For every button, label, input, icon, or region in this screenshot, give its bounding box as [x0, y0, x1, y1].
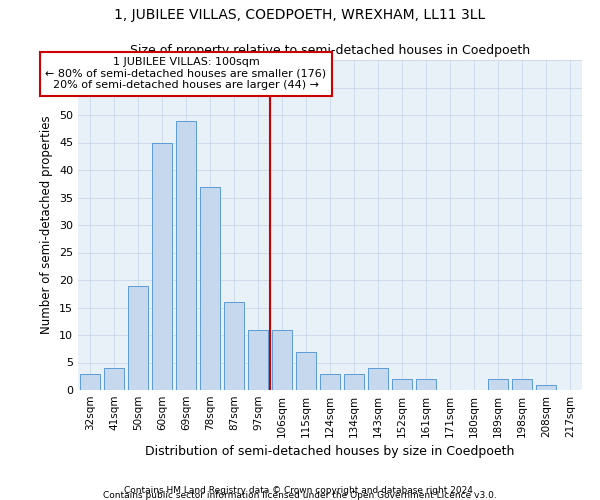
- Title: Size of property relative to semi-detached houses in Coedpoeth: Size of property relative to semi-detach…: [130, 44, 530, 58]
- Text: Contains HM Land Registry data © Crown copyright and database right 2024.: Contains HM Land Registry data © Crown c…: [124, 486, 476, 495]
- Bar: [512, 379, 532, 390]
- Y-axis label: Number of semi-detached properties: Number of semi-detached properties: [40, 116, 53, 334]
- Text: 1, JUBILEE VILLAS, COEDPOETH, WREXHAM, LL11 3LL: 1, JUBILEE VILLAS, COEDPOETH, WREXHAM, L…: [115, 8, 485, 22]
- Text: Contains public sector information licensed under the Open Government Licence v3: Contains public sector information licen…: [103, 491, 497, 500]
- Bar: [80, 374, 100, 390]
- Bar: [368, 368, 388, 390]
- Bar: [536, 384, 556, 390]
- Text: 1 JUBILEE VILLAS: 100sqm
← 80% of semi-detached houses are smaller (176)
20% of : 1 JUBILEE VILLAS: 100sqm ← 80% of semi-d…: [46, 57, 326, 90]
- X-axis label: Distribution of semi-detached houses by size in Coedpoeth: Distribution of semi-detached houses by …: [145, 446, 515, 458]
- Bar: [176, 120, 196, 390]
- Bar: [488, 379, 508, 390]
- Bar: [224, 302, 244, 390]
- Bar: [344, 374, 364, 390]
- Bar: [128, 286, 148, 390]
- Bar: [392, 379, 412, 390]
- Bar: [104, 368, 124, 390]
- Bar: [200, 186, 220, 390]
- Bar: [416, 379, 436, 390]
- Bar: [248, 330, 268, 390]
- Bar: [320, 374, 340, 390]
- Bar: [296, 352, 316, 390]
- Bar: [152, 142, 172, 390]
- Bar: [272, 330, 292, 390]
